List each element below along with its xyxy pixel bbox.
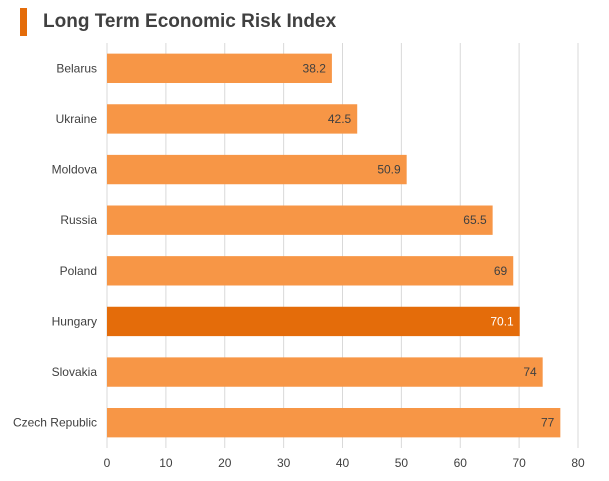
chart-title: Long Term Economic Risk Index xyxy=(43,11,337,32)
x-axis-ticks: 0 10 20 30 40 50 60 70 80 xyxy=(104,456,585,470)
bar-czech-republic xyxy=(107,408,561,438)
category-label: Moldova xyxy=(52,163,98,177)
x-tick-label: 80 xyxy=(571,456,585,470)
bar-hungary xyxy=(107,306,520,337)
x-tick-label: 20 xyxy=(218,456,232,470)
bar-ukraine xyxy=(107,104,358,134)
chart-header: Long Term Economic Risk Index xyxy=(20,8,336,36)
bar-belarus xyxy=(107,53,332,83)
bar-russia xyxy=(107,205,493,235)
category-label: Poland xyxy=(60,264,97,278)
bar-moldova xyxy=(107,154,407,185)
title-accent-bar xyxy=(20,8,27,36)
value-label: 74 xyxy=(523,365,537,379)
value-label: 50.9 xyxy=(377,163,401,177)
x-tick-label: 40 xyxy=(336,456,350,470)
category-label: Czech Republic xyxy=(13,416,97,430)
value-labels: 38.2 42.5 50.9 65.5 69 70.1 74 77 xyxy=(303,61,555,429)
x-tick-label: 70 xyxy=(512,456,526,470)
category-label: Belarus xyxy=(56,61,97,75)
category-labels: Belarus Ukraine Moldova Russia Poland Hungary… xyxy=(13,61,97,429)
value-label: 38.2 xyxy=(303,61,327,75)
x-tick-label: 50 xyxy=(395,456,409,470)
bar-poland xyxy=(107,256,514,286)
bars xyxy=(107,53,561,438)
bar-slovakia xyxy=(107,357,543,387)
category-label: Russia xyxy=(60,213,97,227)
value-label: 65.5 xyxy=(463,213,487,227)
x-tick-label: 30 xyxy=(277,456,291,470)
value-label: 69 xyxy=(494,264,508,278)
category-label: Ukraine xyxy=(56,112,98,126)
category-label: Hungary xyxy=(52,314,97,328)
x-tick-label: 60 xyxy=(454,456,468,470)
gridlines xyxy=(106,43,579,448)
value-label: 77 xyxy=(541,416,555,430)
value-label: 42.5 xyxy=(328,112,352,126)
x-tick-label: 0 xyxy=(104,456,111,470)
x-tick-label: 10 xyxy=(159,456,173,470)
category-label: Slovakia xyxy=(52,365,98,379)
value-label: 70.1 xyxy=(490,314,514,328)
